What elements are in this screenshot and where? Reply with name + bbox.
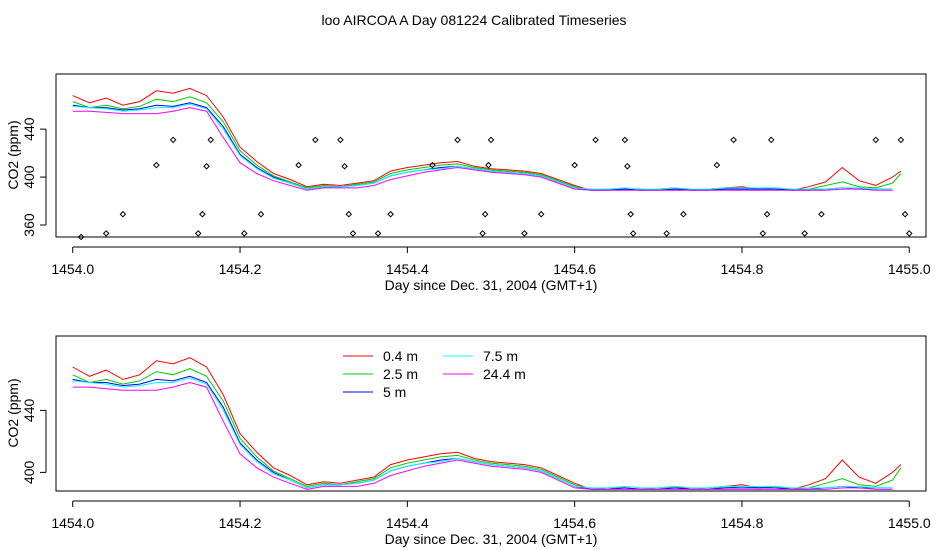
data-marker (730, 136, 737, 144)
x-tick-label: 1454.8 (721, 515, 764, 531)
x-axis-label-top: Day since Dec. 31, 2004 (GMT+1) (385, 277, 598, 293)
data-marker (521, 230, 528, 237)
x-tick-label: 1454.4 (386, 261, 429, 277)
data-marker (341, 162, 348, 170)
data-marker (627, 210, 635, 218)
series-line-0 (72, 87, 902, 191)
data-marker (680, 210, 687, 218)
series-line-24-4-m (72, 381, 893, 490)
data-marker (905, 230, 913, 237)
data-marker (571, 161, 578, 169)
data-marker (387, 210, 394, 218)
x-tick-label: 1454.6 (553, 515, 596, 531)
x-tick-label: 1455.0 (888, 261, 931, 277)
series-line-3 (72, 103, 893, 190)
data-marker (767, 136, 775, 144)
data-marker (102, 230, 110, 237)
data-marker (454, 136, 461, 144)
x-tick-label: 1454.2 (219, 515, 262, 531)
legend-label: 0.4 m (383, 348, 418, 364)
legend-label: 2.5 m (383, 366, 418, 382)
series-line-2 (72, 102, 893, 191)
data-marker (897, 136, 905, 144)
y-axis-label-bottom: CO2 (ppm) (5, 378, 21, 447)
x-tick-label: 1454.0 (51, 261, 94, 277)
x-tick-label: 1455.0 (888, 515, 931, 531)
legend-label: 7.5 m (483, 348, 518, 364)
series-group-bottom (72, 357, 902, 490)
series-line-2-5-m (72, 368, 902, 490)
data-marker (119, 210, 127, 218)
y-tick-label: 400 (21, 165, 37, 189)
y-tick-label: 400 (21, 461, 37, 485)
data-marker (592, 136, 599, 144)
data-marker (374, 230, 382, 237)
x-tick-label: 1454.4 (386, 515, 429, 531)
data-marker (763, 210, 771, 218)
x-axis-top: 1454.0 1454.2 1454.4 1454.6 1454.8 1455.0 (51, 246, 931, 277)
series-line-5-m (72, 375, 893, 490)
data-marker (257, 210, 265, 218)
data-marker (429, 161, 436, 169)
data-marker (77, 233, 85, 241)
y-axis-top: 360 400 440 (21, 117, 47, 237)
data-marker (663, 230, 670, 237)
x-tick-label: 1454.8 (721, 261, 764, 277)
plot-frame-top (55, 73, 927, 238)
data-marker (872, 136, 880, 144)
data-marker (349, 230, 357, 237)
x-axis-bottom: 1454.0 1454.2 1454.4 1454.6 1454.8 1455.0 (51, 500, 931, 531)
x-tick-label: 1454.6 (553, 261, 596, 277)
data-marker (801, 230, 809, 237)
y-tick-label: 440 (21, 117, 37, 141)
figure-title: loo AIRCOA A Day 081224 Calibrated Times… (321, 12, 626, 28)
data-marker (194, 230, 202, 237)
data-marker (629, 230, 637, 237)
data-marker (713, 161, 721, 169)
marker-group-top (77, 136, 913, 241)
legend-label: 24.4 m (483, 366, 526, 382)
y-tick-label: 360 (21, 213, 37, 237)
data-marker (169, 136, 177, 144)
y-axis-bottom: 400 440 (21, 399, 47, 485)
panel-top: 1454.0 1454.2 1454.4 1454.6 1454.8 1455.0 360… (5, 73, 931, 293)
data-marker (759, 230, 767, 237)
data-marker (207, 136, 215, 144)
y-tick-label: 440 (21, 399, 37, 423)
y-axis-label-top: CO2 (ppm) (5, 120, 21, 189)
series-line-4 (72, 107, 893, 191)
data-marker (295, 161, 302, 169)
data-marker (312, 136, 319, 144)
series-line-1 (72, 96, 902, 191)
data-marker (481, 210, 489, 218)
legend-label: 5 m (383, 384, 406, 400)
data-marker (901, 210, 909, 218)
plot-frame-bottom (55, 335, 927, 492)
data-marker (337, 136, 344, 144)
data-marker (203, 162, 210, 170)
x-tick-label: 1454.2 (219, 261, 262, 277)
legend: 0.4 m 2.5 m 5 m 7.5 m 24.4 m (343, 348, 526, 400)
data-marker (818, 210, 825, 218)
data-marker (345, 210, 353, 218)
data-marker (621, 136, 629, 144)
data-marker (153, 161, 160, 169)
x-tick-label: 1454.0 (51, 515, 94, 531)
data-marker (485, 161, 492, 169)
series-line-7-5-m (72, 377, 893, 489)
series-group-top (72, 87, 902, 191)
data-marker (199, 210, 206, 218)
x-axis-label-bottom: Day since Dec. 31, 2004 (GMT+1) (385, 531, 598, 547)
panel-bottom: 1454.0 1454.2 1454.4 1454.6 1454.8 1455.0 400… (5, 335, 931, 547)
data-marker (487, 136, 495, 144)
data-marker (624, 162, 631, 170)
data-marker (240, 230, 248, 237)
data-marker (479, 230, 486, 237)
data-marker (537, 210, 545, 218)
